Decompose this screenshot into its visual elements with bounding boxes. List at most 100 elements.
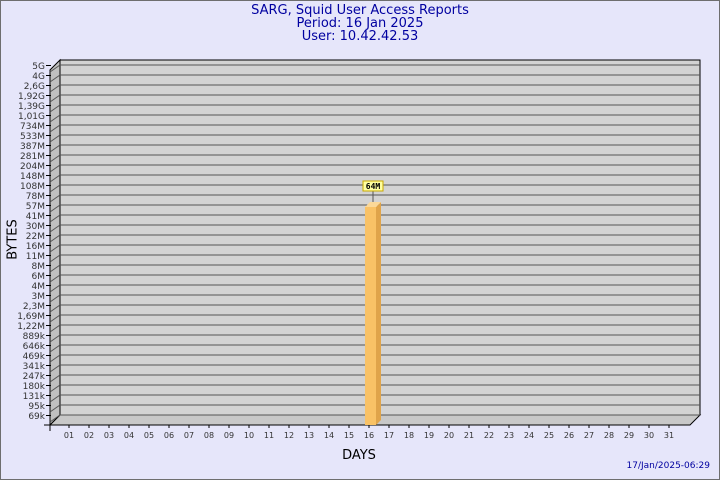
gridline-side [49,184,61,193]
gridline-side [49,244,61,253]
gridline-side [49,94,61,103]
x-tick-label: 01 [64,431,74,440]
y-tick-label: 341k [23,362,46,372]
x-tick-label: 23 [504,431,514,440]
y-tick-label: 734M [20,122,45,132]
gridline-side [49,364,61,373]
gridline-side [49,74,61,83]
chart-user: User: 10.42.42.53 [301,29,419,44]
x-tick-label: 14 [324,431,334,440]
bar [365,207,376,425]
gridline-side [49,114,61,123]
gridline-side [49,174,61,183]
gridline-side [49,124,61,133]
y-tick-label: 387M [20,142,45,152]
x-tick-label: 25 [544,431,554,440]
x-tick-label: 27 [584,431,594,440]
chart-title: SARG, Squid User Access Reports [251,3,469,18]
x-tick-label: 20 [444,431,454,440]
y-tick-label: 22M [26,232,45,242]
x-tick-label: 28 [604,431,614,440]
y-tick-label: 11M [26,252,45,262]
x-tick-label: 05 [144,431,154,440]
gridline-side [49,144,61,153]
bar-value-label: 64M [366,182,381,191]
gridline-side [49,354,61,363]
y-tick-label: 180k [23,382,46,392]
chart-period: Period: 16 Jan 2025 [296,16,424,31]
gridline-side [49,264,61,273]
y-tick-label: 4M [32,282,46,292]
y-tick-label: 204M [20,162,45,172]
y-tick-label: 78M [26,192,45,202]
x-tick-label: 29 [624,431,634,440]
gridline-side [49,254,61,263]
gridline-side [49,284,61,293]
bar-top [365,202,381,207]
gridline-side [49,384,61,393]
y-tick-label: 1,69M [17,312,45,322]
x-tick-label: 06 [164,431,174,440]
generated-timestamp: 17/Jan/2025-06:29 [626,461,710,471]
x-tick-label: 11 [264,431,274,440]
y-tick-label: 1,92G [18,92,45,102]
gridline-side [49,394,61,403]
y-tick-label: 1,39G [18,102,45,112]
y-tick-label: 95k [28,402,45,412]
y-tick-label: 4G [32,72,45,82]
y-tick-label: 5G [32,62,45,72]
x-tick-label: 02 [84,431,94,440]
x-tick-label: 17 [384,431,394,440]
gridline-side [49,194,61,203]
y-tick-label: 1,01G [18,112,45,122]
gridline-side [49,224,61,233]
y-tick-label: 131k [23,392,46,402]
bar-label-box [362,180,384,192]
x-tick-label: 12 [284,431,294,440]
y-tick-label: 469k [23,352,46,362]
y-tick-label: 8M [32,262,46,272]
gridline-side [49,374,61,383]
x-tick-label: 13 [304,431,314,440]
gridline-side [49,154,61,163]
y-tick-label: 2,3M [23,302,45,312]
y-tick-label: 3M [32,292,46,302]
gridline-side [49,414,61,423]
gridline-side [49,274,61,283]
gridline-side [49,294,61,303]
x-axis-label: DAYS [342,448,376,463]
x-tick-label: 10 [244,431,254,440]
x-tick-label: 07 [184,431,194,440]
gridline-side [49,84,61,93]
y-tick-label: 148M [20,172,45,182]
gridline-side [49,304,61,313]
x-tick-label: 15 [344,431,354,440]
bar-side [376,202,381,425]
y-tick-label: 57M [26,202,45,212]
y-tick-label: 281M [20,152,45,162]
y-tick-label: 16M [26,242,45,252]
x-tick-label: 24 [524,431,534,440]
x-tick-label: 09 [224,431,234,440]
y-tick-label: 533M [20,132,45,142]
gridline-side [49,134,61,143]
y-tick-label: 6M [32,272,46,282]
gridline-side [49,214,61,223]
y-tick-label: 247k [23,372,46,382]
y-tick-label: 30M [26,222,45,232]
gridline-side [49,404,61,413]
gridline-side [49,64,61,73]
gridline-side [49,344,61,353]
plot-side-wall [49,58,61,427]
x-tick-label: 19 [424,431,434,440]
y-tick-label: 2,6G [24,82,45,92]
x-tick-label: 22 [484,431,494,440]
x-tick-label: 16 [364,431,374,440]
x-tick-label: 30 [644,431,654,440]
y-tick-label: 69k [28,412,45,422]
gridline-side [49,324,61,333]
y-tick-label: 41M [26,212,45,222]
gridline-side [49,314,61,323]
x-tick-label: 18 [404,431,414,440]
